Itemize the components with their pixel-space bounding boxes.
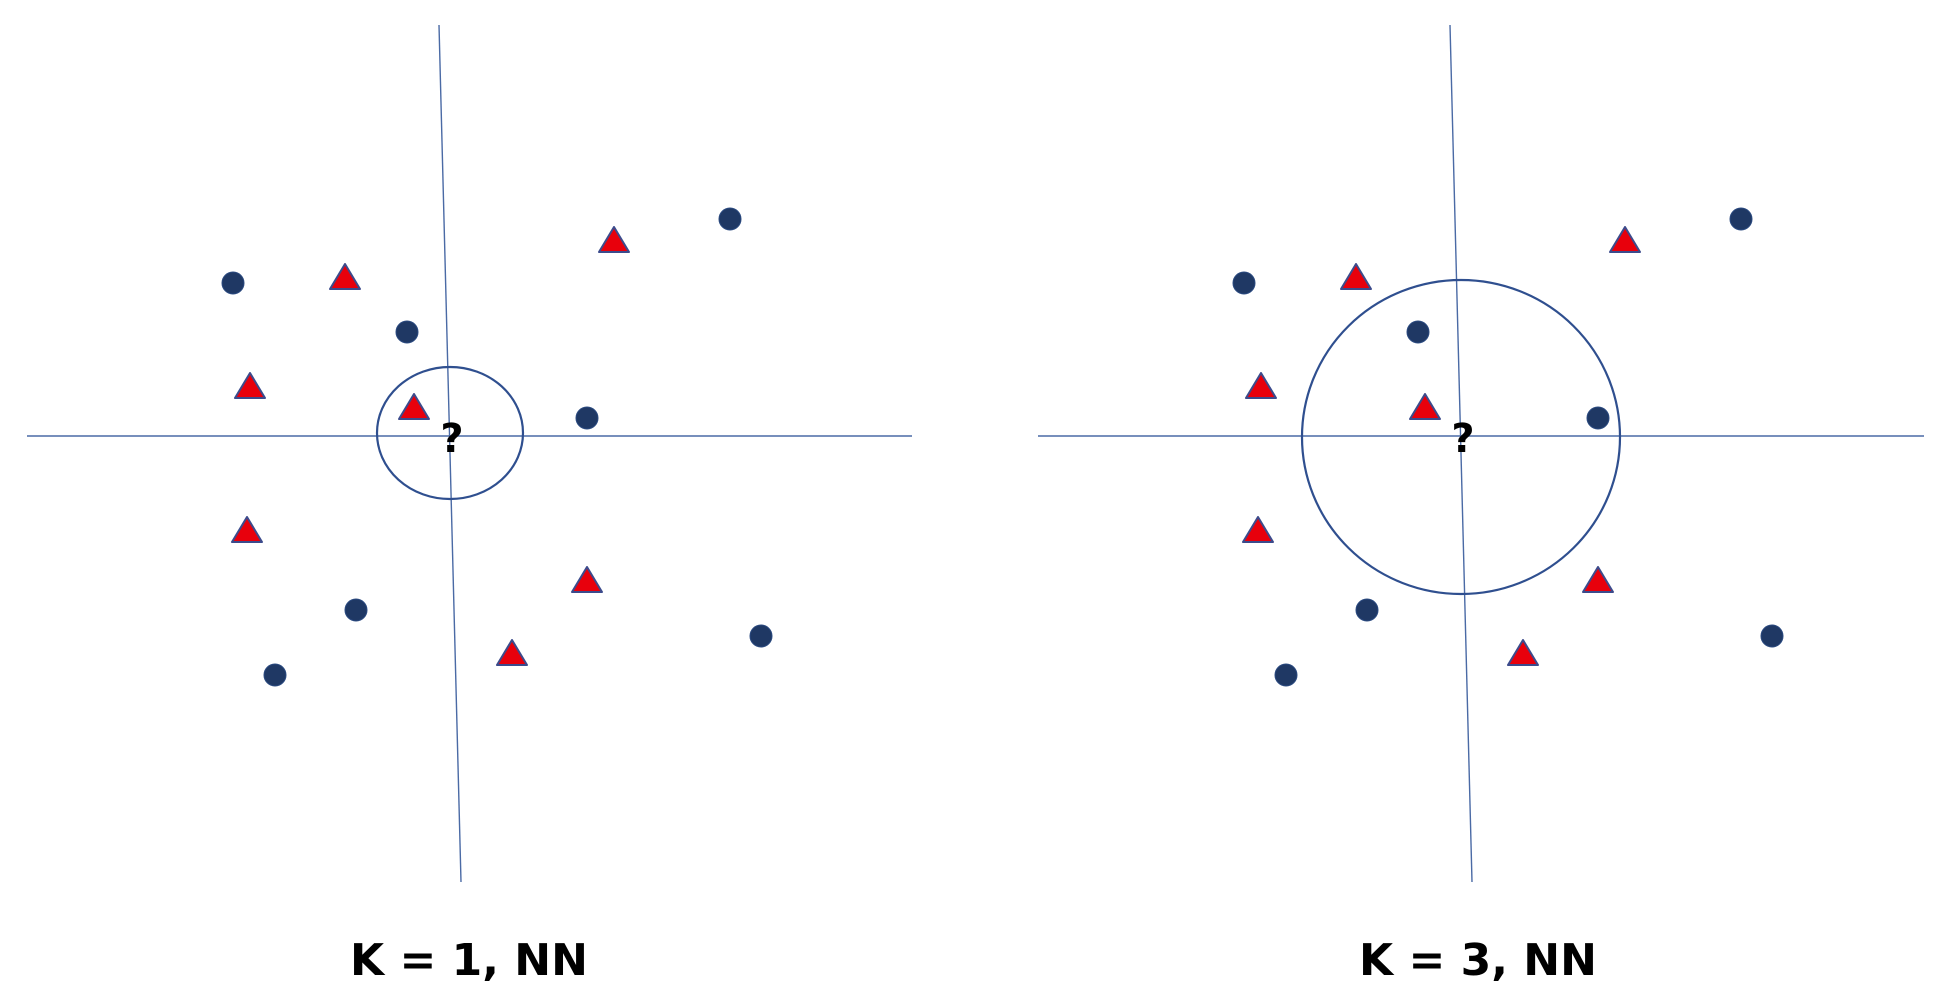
panel-k3: ?	[1038, 24, 1924, 883]
blue-circle-point	[1274, 663, 1298, 687]
blue-circle-point	[1586, 406, 1610, 430]
neighborhood-circle	[375, 365, 525, 501]
query-point-label: ?	[1451, 416, 1474, 462]
query-point-label: ?	[440, 416, 463, 462]
blue-circle-point	[344, 598, 368, 622]
blue-circle-point	[221, 271, 245, 295]
red-triangle-point	[329, 263, 361, 290]
red-triangle-point	[1609, 226, 1641, 253]
panel-caption-k1: K = 1, NN	[350, 935, 588, 986]
red-triangle-point	[1582, 566, 1614, 593]
red-triangle-point	[1409, 393, 1441, 420]
blue-circle-point	[263, 663, 287, 687]
blue-circle-point	[1232, 271, 1256, 295]
red-triangle-point	[1507, 639, 1539, 666]
red-triangle-point	[571, 566, 603, 593]
red-triangle-point	[496, 639, 528, 666]
triangle-points	[1242, 226, 1641, 666]
panel-k1: ?	[27, 24, 912, 883]
circle-points	[221, 207, 773, 687]
blue-circle-point	[749, 624, 773, 648]
red-triangle-point	[1340, 263, 1372, 290]
red-triangle-point	[234, 372, 266, 399]
blue-circle-point	[395, 320, 419, 344]
blue-circle-point	[718, 207, 742, 231]
vertical-axis	[438, 24, 462, 883]
neighborhood-circle	[1300, 278, 1622, 596]
red-triangle-point	[598, 226, 630, 253]
blue-circle-point	[1760, 624, 1784, 648]
vertical-axis	[1449, 24, 1473, 883]
blue-circle-point	[575, 406, 599, 430]
blue-circle-point	[1355, 598, 1379, 622]
circle-points	[1232, 207, 1784, 687]
blue-circle-point	[1406, 320, 1430, 344]
red-triangle-point	[1242, 516, 1274, 543]
red-triangle-point	[398, 393, 430, 420]
blue-circle-point	[1729, 207, 1753, 231]
red-triangle-point	[231, 516, 263, 543]
red-triangle-point	[1245, 372, 1277, 399]
panel-caption-k3: K = 3, NN	[1359, 935, 1597, 986]
triangle-points	[231, 226, 630, 666]
